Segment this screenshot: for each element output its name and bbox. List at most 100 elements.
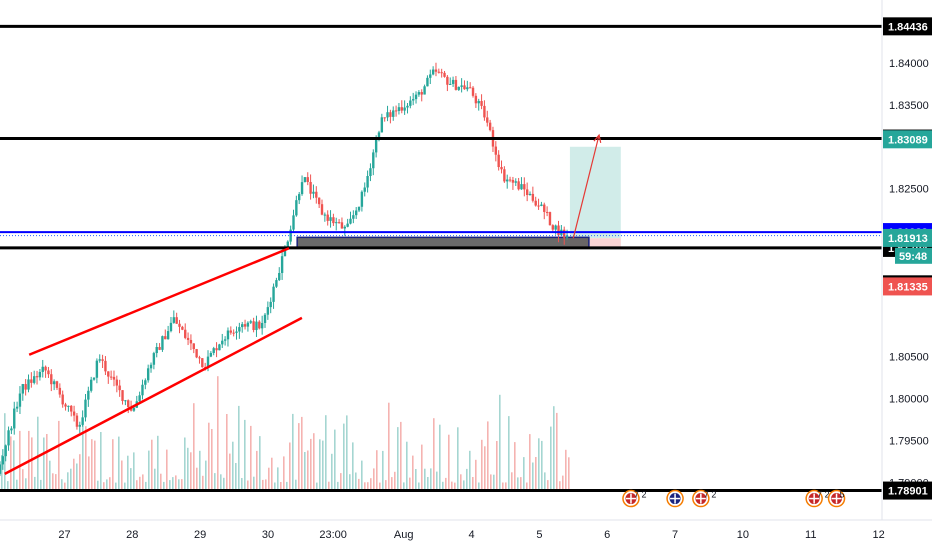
- candle-body[interactable]: [149, 364, 153, 369]
- candle-body[interactable]: [466, 87, 469, 90]
- candle-body[interactable]: [198, 357, 201, 359]
- candle-body[interactable]: [229, 330, 233, 333]
- candle-body[interactable]: [252, 321, 255, 331]
- candle-body[interactable]: [184, 329, 187, 338]
- candle-body[interactable]: [508, 179, 512, 181]
- candle-body[interactable]: [266, 307, 270, 315]
- candle-body[interactable]: [329, 217, 332, 221]
- candle-body[interactable]: [429, 74, 432, 78]
- candle-body[interactable]: [127, 400, 130, 408]
- candle-body[interactable]: [537, 205, 540, 207]
- candle-body[interactable]: [146, 368, 150, 381]
- candle-body[interactable]: [275, 280, 278, 287]
- candle-body[interactable]: [565, 235, 569, 238]
- candle-body[interactable]: [92, 377, 96, 380]
- candle-body[interactable]: [506, 179, 509, 182]
- candle-body[interactable]: [380, 117, 384, 133]
- candle-body[interactable]: [289, 229, 292, 242]
- channel-trendline[interactable]: [28, 247, 290, 356]
- time-axis[interactable]: 27 28 29 30 23:00 Aug 4 5 6 7 10 11 12: [0, 519, 932, 541]
- candle-body[interactable]: [514, 181, 517, 183]
- candle-body[interactable]: [520, 184, 523, 190]
- candle-body[interactable]: [78, 424, 81, 427]
- candle-body[interactable]: [221, 340, 224, 345]
- candle-body[interactable]: [223, 339, 227, 341]
- price-tag[interactable]: 1.83089: [883, 130, 932, 149]
- candle-body[interactable]: [326, 214, 329, 221]
- demand-zone-box[interactable]: [296, 236, 590, 249]
- candle-body[interactable]: [155, 347, 158, 354]
- candle-body[interactable]: [414, 94, 418, 100]
- candle-body[interactable]: [4, 445, 7, 457]
- candle-body[interactable]: [81, 417, 84, 425]
- candle-body[interactable]: [64, 404, 67, 407]
- candle-body[interactable]: [15, 406, 19, 409]
- candle-body[interactable]: [417, 92, 421, 95]
- candle-body[interactable]: [181, 326, 184, 330]
- candle-body[interactable]: [486, 117, 489, 123]
- candle-body[interactable]: [377, 132, 381, 139]
- candle-body[interactable]: [340, 222, 344, 229]
- candle-body[interactable]: [41, 366, 44, 372]
- candle-body[interactable]: [437, 71, 441, 73]
- candle-body[interactable]: [457, 86, 460, 90]
- candle-body[interactable]: [201, 358, 204, 368]
- candle-body[interactable]: [543, 204, 546, 212]
- candle-body[interactable]: [243, 324, 247, 327]
- candle-body[interactable]: [70, 405, 73, 412]
- candle-body[interactable]: [372, 152, 375, 169]
- candle-body[interactable]: [383, 117, 386, 119]
- plot-area[interactable]: 7 2 7 2 7 2 5: [0, 24, 882, 508]
- candle-body[interactable]: [309, 181, 312, 194]
- candle-body[interactable]: [386, 112, 389, 118]
- candle-body[interactable]: [292, 215, 295, 230]
- candle-body[interactable]: [58, 387, 62, 395]
- candle-body[interactable]: [474, 95, 478, 104]
- candle-body[interactable]: [525, 189, 529, 196]
- candle-body[interactable]: [374, 138, 378, 153]
- candle-body[interactable]: [295, 200, 298, 216]
- candle-body[interactable]: [303, 177, 307, 183]
- candle-body[interactable]: [75, 415, 79, 427]
- candle-body[interactable]: [468, 87, 472, 89]
- candle-body[interactable]: [30, 379, 33, 383]
- candle-body[interactable]: [323, 214, 327, 216]
- candle-body[interactable]: [483, 105, 486, 118]
- candle-body[interactable]: [443, 72, 446, 77]
- candle-body[interactable]: [280, 256, 284, 274]
- candle-body[interactable]: [101, 359, 104, 361]
- candle-body[interactable]: [24, 384, 27, 390]
- candle-body[interactable]: [246, 322, 250, 327]
- candle-body[interactable]: [431, 69, 435, 75]
- candle-body[interactable]: [89, 379, 93, 391]
- candle-body[interactable]: [206, 356, 210, 368]
- candle-body[interactable]: [44, 366, 47, 371]
- price-tag[interactable]: 1.81335: [883, 277, 932, 296]
- candle-body[interactable]: [540, 204, 543, 206]
- candle-body[interactable]: [463, 85, 466, 90]
- candle-body[interactable]: [392, 110, 395, 117]
- candle-body[interactable]: [346, 223, 349, 227]
- candle-body[interactable]: [175, 317, 178, 324]
- candle-body[interactable]: [426, 77, 429, 87]
- candle-body[interactable]: [1, 456, 5, 465]
- candle-body[interactable]: [354, 210, 358, 216]
- candle-body[interactable]: [488, 122, 492, 131]
- candle-body[interactable]: [451, 79, 455, 84]
- candle-body[interactable]: [400, 107, 403, 111]
- candle-body[interactable]: [278, 273, 281, 281]
- candle-body[interactable]: [343, 226, 346, 229]
- event-marker[interactable]: [666, 489, 684, 508]
- candle-body[interactable]: [55, 381, 59, 388]
- candle-body[interactable]: [72, 411, 76, 416]
- candle-body[interactable]: [477, 101, 480, 104]
- candle-body[interactable]: [369, 168, 372, 177]
- candle-body[interactable]: [563, 229, 566, 238]
- candle-body[interactable]: [192, 343, 195, 350]
- candle-body[interactable]: [389, 112, 392, 117]
- candle-body[interactable]: [132, 407, 136, 411]
- candle-body[interactable]: [38, 371, 42, 378]
- candle-body[interactable]: [212, 348, 215, 353]
- candle-body[interactable]: [312, 191, 315, 194]
- candle-body[interactable]: [332, 217, 335, 224]
